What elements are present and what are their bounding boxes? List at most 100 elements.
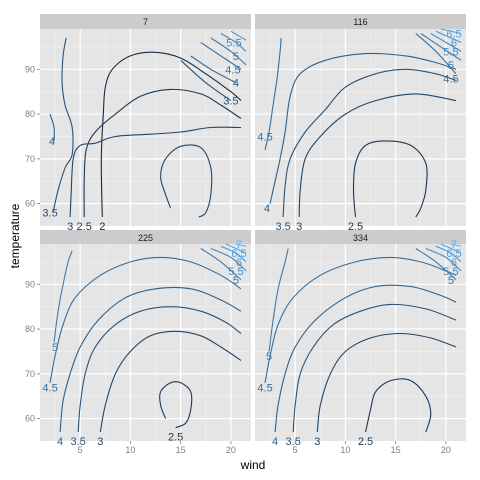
contour-line <box>450 243 462 247</box>
y-tick-label: 70 <box>25 154 35 164</box>
contour-level-label: 5 <box>448 275 454 287</box>
x-tick-label: 15 <box>176 445 186 455</box>
facet-strip <box>255 230 466 245</box>
contour-level-label: 5 <box>448 60 454 72</box>
contour-level-label: 5.5 <box>443 46 458 58</box>
contour-level-label: 3 <box>67 221 73 233</box>
contour-level-label: 2.5 <box>358 436 373 448</box>
x-tick-label: 5 <box>293 445 298 455</box>
contour-line <box>316 332 457 433</box>
facet-strip <box>40 14 251 29</box>
contour-line <box>352 140 428 218</box>
contour-level-label: 3.5 <box>42 208 57 220</box>
y-tick-label: 90 <box>25 64 35 74</box>
contour-line <box>298 93 457 218</box>
contour-line <box>200 248 242 281</box>
y-tick-label: 80 <box>25 109 35 119</box>
contour-line <box>292 303 457 433</box>
contour-line <box>159 381 193 429</box>
contour-level-label: 4.5 <box>257 131 272 143</box>
y-axis-title: temperature <box>8 203 22 268</box>
x-axis-title: wind <box>240 458 266 472</box>
contour-line <box>69 126 242 218</box>
contour-line <box>220 33 247 52</box>
contour-level-label: 6.5 <box>446 28 461 40</box>
contour-line <box>190 55 237 84</box>
facet-strip-label: 7 <box>143 17 148 27</box>
contour-level-label: 4 <box>49 136 55 148</box>
contour-level-label: 5 <box>266 351 272 363</box>
contour-line <box>49 113 55 141</box>
y-tick-label: 60 <box>25 414 35 424</box>
contour-level-label: 6 <box>236 257 242 269</box>
panel-background <box>255 244 466 441</box>
contour-level-label: 3.5 <box>223 96 238 108</box>
contour-line <box>430 33 462 52</box>
x-tick-label: 20 <box>441 445 451 455</box>
contour-line <box>220 245 247 263</box>
x-tick-label: 10 <box>340 445 350 455</box>
contour-line <box>160 144 213 218</box>
contour-level-label: 4 <box>57 436 63 448</box>
contour-line <box>49 256 242 383</box>
contour-line <box>180 59 232 102</box>
contour-level-label: 2 <box>99 221 105 233</box>
contour-level-label: 3.5 <box>71 436 86 448</box>
contour-line <box>282 68 457 218</box>
contour-level-label: 5 <box>52 342 58 354</box>
contour-line <box>59 286 242 433</box>
x-tick-label: 10 <box>125 445 135 455</box>
y-tick-label: 80 <box>25 324 35 334</box>
contour-level-label: 4.5 <box>443 73 458 85</box>
x-tick-label: 15 <box>391 445 401 455</box>
contour-level-label: 4.5 <box>42 382 57 394</box>
contour-level-label: 6 <box>451 257 457 269</box>
contour-line <box>274 284 457 433</box>
contour-line <box>264 37 282 151</box>
contour-line <box>415 33 457 75</box>
contour-level-label: 7 <box>236 239 242 251</box>
contour-level-label: 5.5 <box>226 37 241 49</box>
contour-line <box>268 248 289 352</box>
facet-strip-label: 334 <box>353 233 368 243</box>
contour-line <box>225 243 247 254</box>
contour-level-label: 4.5 <box>225 64 240 76</box>
contour-level-label: 3.5 <box>286 436 301 448</box>
contour-level-label: 2.5 <box>168 432 183 444</box>
contour-line <box>99 330 242 433</box>
contour-line <box>415 248 457 281</box>
contour-level-label: 3 <box>296 221 302 233</box>
contour-level-label: 4 <box>233 78 239 90</box>
contour-line <box>420 33 462 61</box>
contour-line <box>269 52 457 204</box>
contour-line <box>364 378 432 433</box>
contour-level-label: 5 <box>233 51 239 63</box>
contour-line <box>440 243 462 254</box>
contour-line <box>425 247 462 272</box>
contour-line <box>210 247 247 272</box>
contour-level-label: 4.5 <box>257 382 272 394</box>
contour-level-label: 5.5 <box>443 266 458 278</box>
contour-line <box>83 88 242 218</box>
contour-line <box>52 37 74 213</box>
y-tick-label: 70 <box>25 369 35 379</box>
contour-level-label: 5.5 <box>228 266 243 278</box>
contour-line <box>230 30 247 41</box>
contour-line <box>210 37 247 66</box>
facet-strip <box>255 14 466 29</box>
contour-line <box>77 306 242 433</box>
contour-line <box>100 51 242 218</box>
panel-background <box>255 29 466 226</box>
contour-line <box>235 243 247 247</box>
contour-level-label: 7 <box>451 239 457 251</box>
contour-level-label: 6 <box>451 37 457 49</box>
x-tick-label: 20 <box>226 445 236 455</box>
contour-level-label: 4 <box>264 203 270 215</box>
contour-line <box>200 41 242 70</box>
y-tick-label: 60 <box>25 199 35 209</box>
contour-line <box>440 28 462 35</box>
